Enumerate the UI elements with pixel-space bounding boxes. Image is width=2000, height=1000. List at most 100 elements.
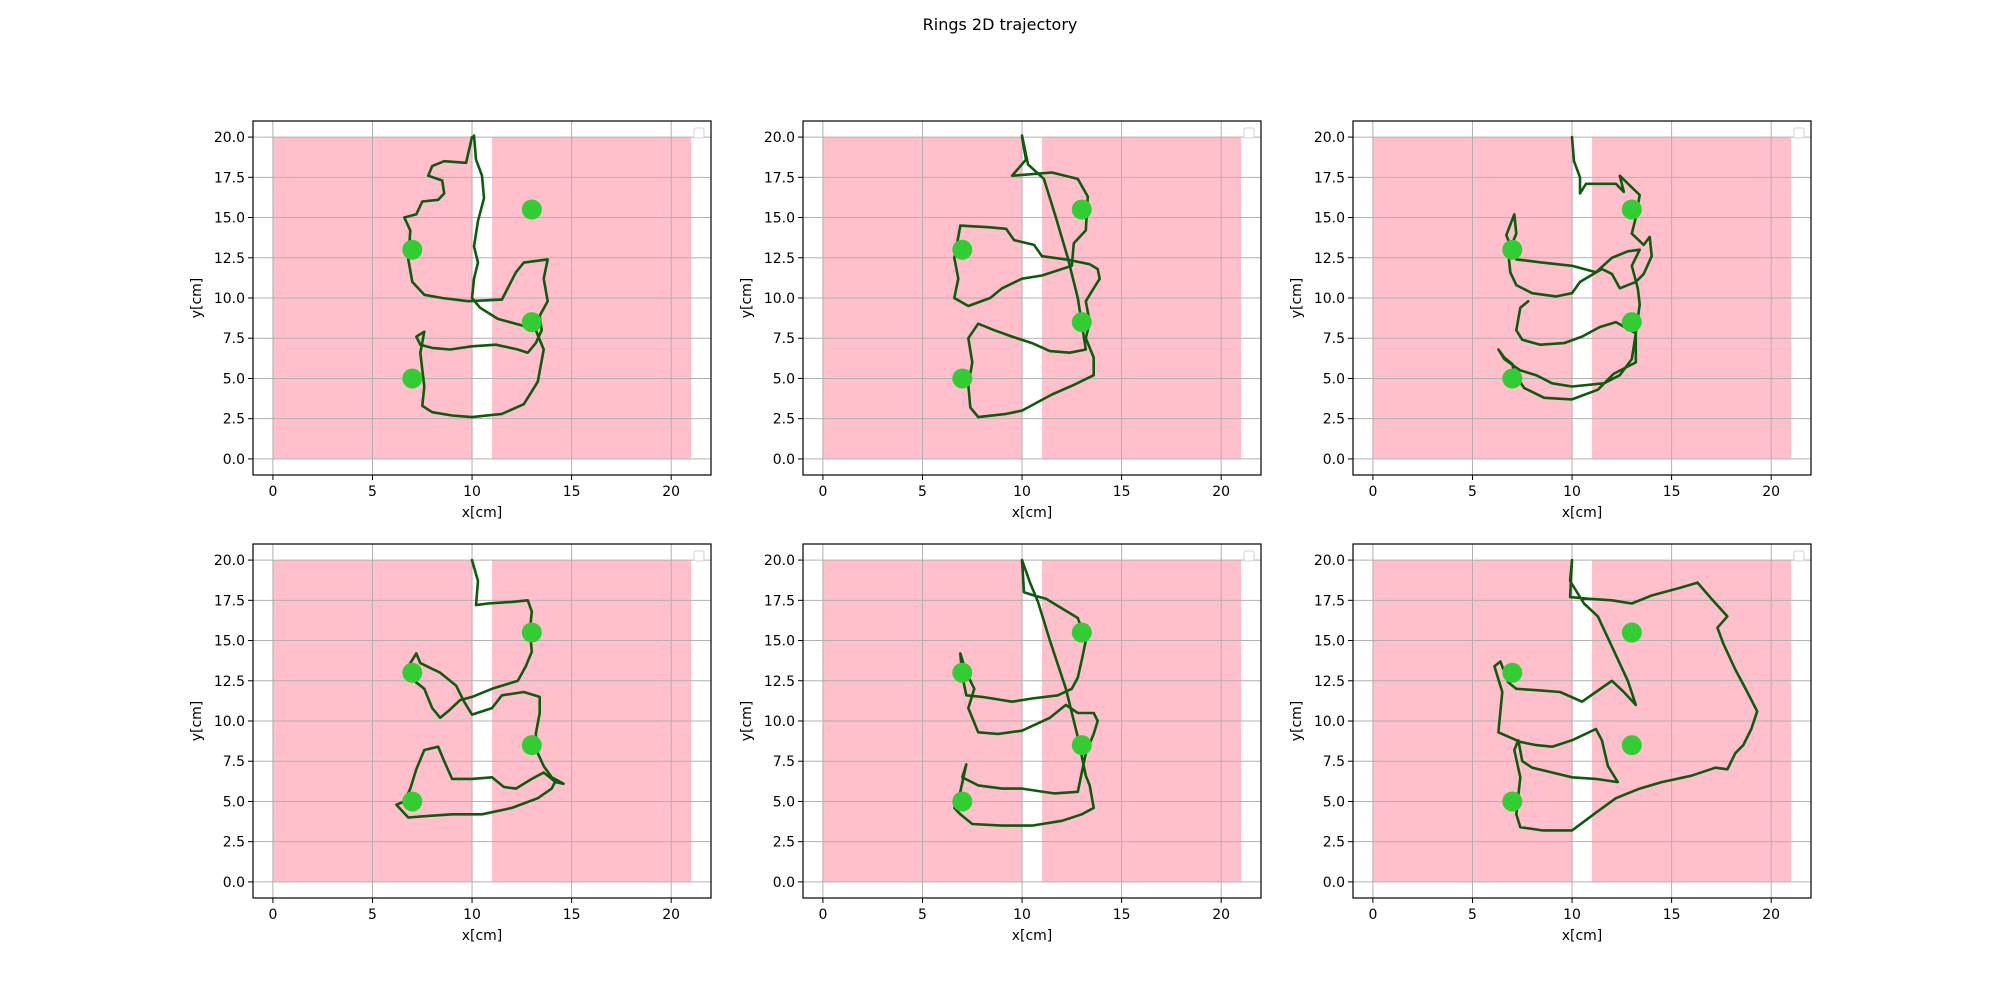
legend-box <box>693 550 705 562</box>
x-tick-label: 20 <box>1212 484 1230 500</box>
legend-box <box>1243 127 1255 139</box>
trajectory-panel-3: 0 5 10 15 20 0.0 2.5 5.0 7.5 10.0 12.5 15.0 17.5 20.0… <box>1289 120 1812 521</box>
ring-marker-2 <box>521 622 542 643</box>
y-tick-label: 20.0 <box>764 130 795 146</box>
x-axis-label: x[cm] <box>462 505 503 521</box>
x-tick-label: 0 <box>268 907 277 923</box>
legend-box <box>1243 550 1255 562</box>
y-tick-label: 2.5 <box>1323 835 1345 851</box>
ring-marker-3 <box>1071 735 1092 756</box>
y-tick-label: 5.0 <box>1323 371 1345 387</box>
y-tick-label: 12.5 <box>764 674 795 690</box>
x-axis-label: x[cm] <box>1562 928 1603 944</box>
x-tick-label: 20 <box>1212 907 1230 923</box>
y-tick-label: 17.5 <box>1314 593 1345 609</box>
y-tick-label: 5.0 <box>773 794 795 810</box>
x-axis-label: x[cm] <box>1562 505 1603 521</box>
ring-marker-4 <box>402 791 423 812</box>
ring-marker-2 <box>1621 199 1642 220</box>
y-tick-label: 7.5 <box>223 331 245 347</box>
y-tick-label: 12.5 <box>1314 251 1345 267</box>
y-axis-label: y[cm] <box>1289 278 1305 319</box>
x-tick-label: 10 <box>1013 484 1031 500</box>
x-axis-label: x[cm] <box>1012 505 1053 521</box>
legend-box <box>1793 127 1805 139</box>
y-tick-label: 0.0 <box>1323 452 1345 468</box>
x-tick-label: 15 <box>1113 484 1131 500</box>
x-tick-label: 10 <box>463 907 481 923</box>
y-tick-label: 15.0 <box>214 634 245 650</box>
y-tick-label: 10.0 <box>764 714 795 730</box>
y-tick-label: 10.0 <box>764 291 795 307</box>
plot-area <box>253 121 711 475</box>
x-tick-label: 0 <box>818 484 827 500</box>
y-tick-label: 10.0 <box>1314 714 1345 730</box>
y-tick-label: 7.5 <box>1323 754 1345 770</box>
y-tick-label: 15.0 <box>214 211 245 227</box>
y-tick-label: 17.5 <box>764 170 795 186</box>
y-axis-label: y[cm] <box>189 701 205 742</box>
ring-marker-1 <box>952 239 973 260</box>
y-axis-label: y[cm] <box>739 278 755 319</box>
trajectory-panel-2: 0 5 10 15 20 0.0 2.5 5.0 7.5 10.0 12.5 15.0 17.5 20.0… <box>739 120 1262 521</box>
y-tick-label: 17.5 <box>1314 170 1345 186</box>
y-tick-label: 2.5 <box>223 412 245 428</box>
plot-area <box>803 121 1261 475</box>
y-tick-label: 0.0 <box>773 452 795 468</box>
trajectory-line <box>952 558 1099 827</box>
y-tick-label: 2.5 <box>223 835 245 851</box>
y-axis-label: y[cm] <box>739 701 755 742</box>
ring-marker-2 <box>1071 199 1092 220</box>
x-tick-label: 10 <box>463 484 481 500</box>
y-axis-label: y[cm] <box>1289 701 1305 742</box>
y-tick-label: 0.0 <box>223 452 245 468</box>
ring-marker-2 <box>1071 622 1092 643</box>
x-tick-label: 15 <box>1113 907 1131 923</box>
x-tick-label: 20 <box>1762 484 1780 500</box>
y-tick-label: 2.5 <box>1323 412 1345 428</box>
y-tick-label: 12.5 <box>1314 674 1345 690</box>
trajectory-line <box>952 134 1101 419</box>
x-tick-label: 5 <box>918 907 927 923</box>
ring-marker-3 <box>1621 735 1642 756</box>
legend-box <box>693 127 705 139</box>
x-tick-label: 5 <box>368 907 377 923</box>
y-tick-label: 2.5 <box>773 412 795 428</box>
x-tick-label: 5 <box>368 484 377 500</box>
x-tick-label: 20 <box>662 484 680 500</box>
y-tick-label: 7.5 <box>223 754 245 770</box>
y-tick-label: 7.5 <box>1323 331 1345 347</box>
ring-marker-3 <box>1071 312 1092 333</box>
y-tick-label: 0.0 <box>1323 875 1345 891</box>
trajectory-panel-6: 0 5 10 15 20 0.0 2.5 5.0 7.5 10.0 12.5 15.0 17.5 20.0… <box>1289 543 1812 944</box>
y-tick-label: 12.5 <box>214 251 245 267</box>
ring-marker-1 <box>1502 662 1523 683</box>
y-tick-label: 12.5 <box>214 674 245 690</box>
y-tick-label: 0.0 <box>773 875 795 891</box>
y-tick-label: 10.0 <box>214 714 245 730</box>
ring-marker-1 <box>402 239 423 260</box>
y-tick-label: 0.0 <box>223 875 245 891</box>
trajectory-panel-5: 0 5 10 15 20 0.0 2.5 5.0 7.5 10.0 12.5 15.0 17.5 20.0… <box>739 543 1262 944</box>
y-tick-label: 20.0 <box>214 130 245 146</box>
ring-marker-2 <box>1621 622 1642 643</box>
y-tick-label: 15.0 <box>1314 211 1345 227</box>
x-tick-label: 10 <box>1563 907 1581 923</box>
x-tick-label: 15 <box>1663 907 1681 923</box>
y-tick-label: 5.0 <box>223 371 245 387</box>
figure-title: Rings 2D trajectory <box>922 15 1078 34</box>
legend-box <box>1793 550 1805 562</box>
plot-area <box>1353 121 1811 475</box>
y-tick-label: 15.0 <box>764 211 795 227</box>
y-tick-label: 2.5 <box>773 835 795 851</box>
ring-marker-4 <box>952 791 973 812</box>
trajectory-panel-1: 0 5 10 15 20 0.0 2.5 5.0 7.5 10.0 12.5 15.0 17.5 20.0… <box>189 120 712 521</box>
trajectory-panel-4: 0 5 10 15 20 0.0 2.5 5.0 7.5 10.0 12.5 15.0 17.5 20.0… <box>189 543 712 944</box>
ring-marker-3 <box>521 735 542 756</box>
trajectory-line <box>402 134 550 419</box>
x-tick-label: 20 <box>662 907 680 923</box>
y-tick-label: 20.0 <box>1314 130 1345 146</box>
x-tick-label: 15 <box>563 484 581 500</box>
trajectory-line <box>1497 135 1653 401</box>
